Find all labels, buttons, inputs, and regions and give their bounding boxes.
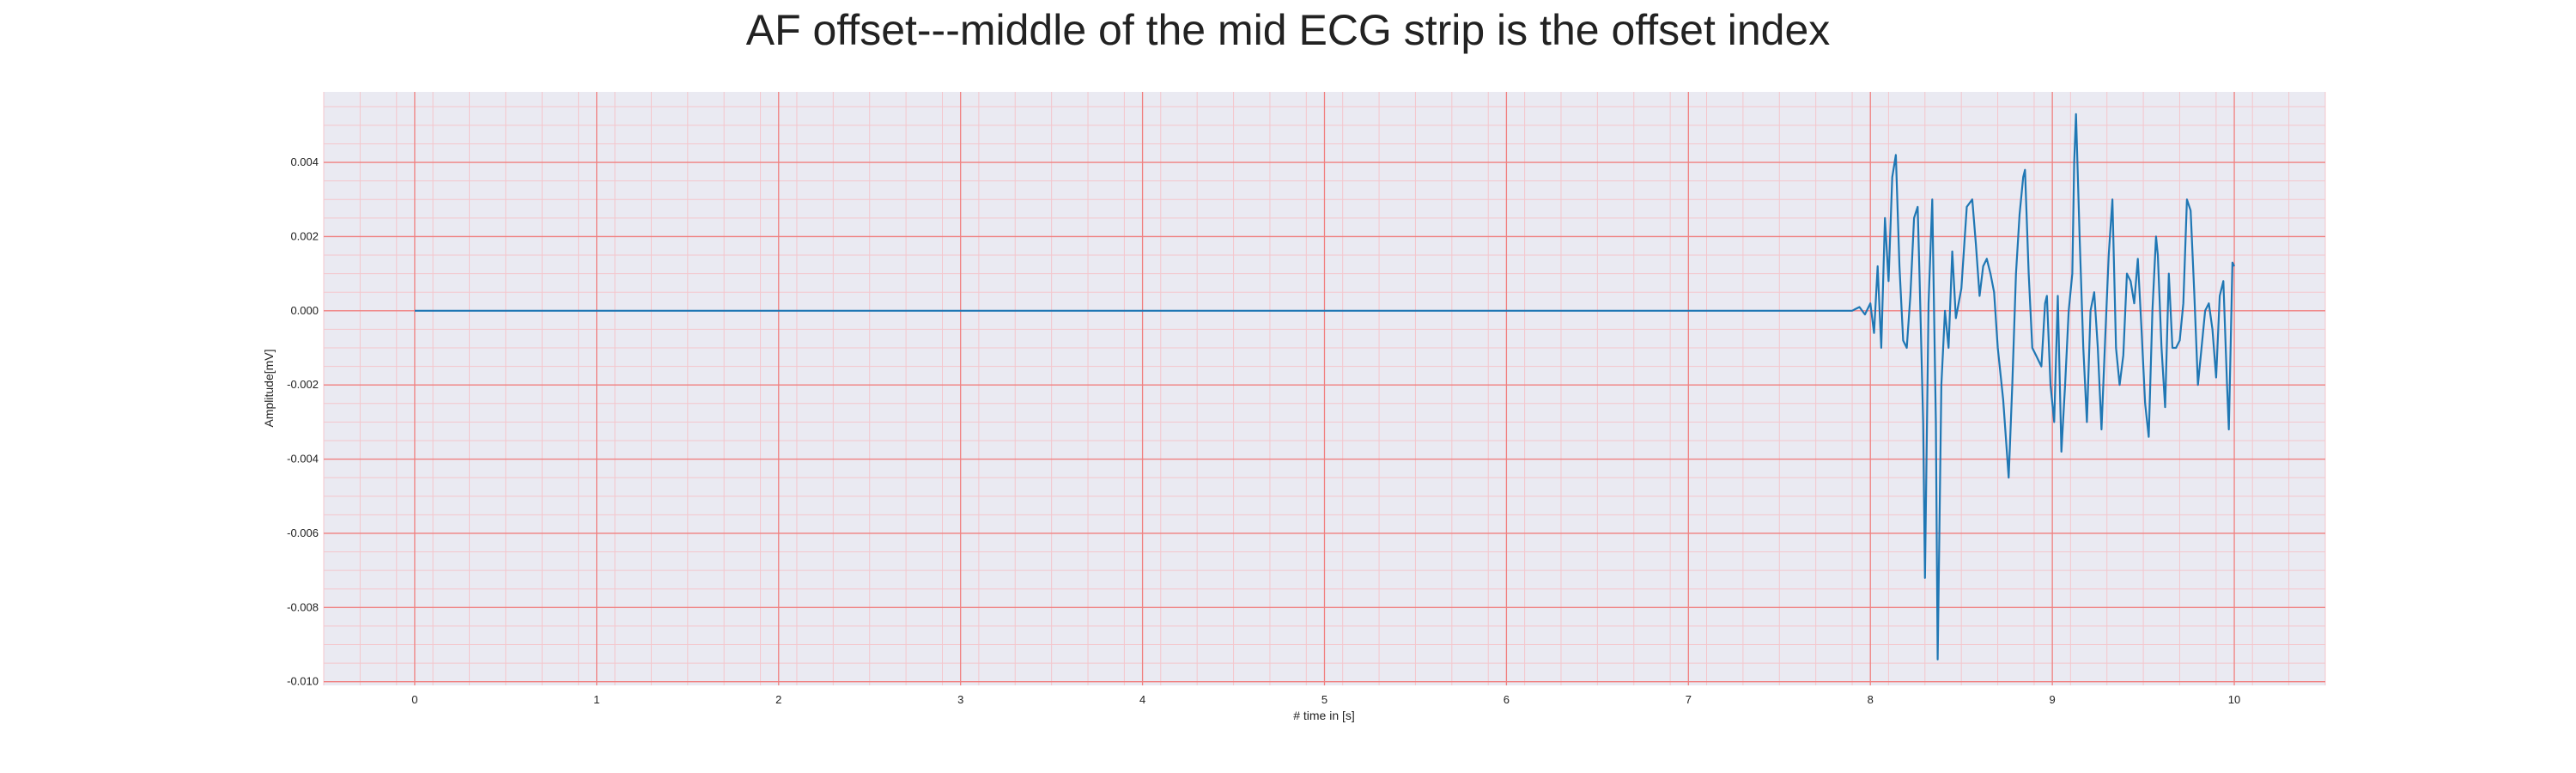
x-tick-label: 4 — [1139, 693, 1145, 706]
x-tick-label: 0 — [411, 693, 417, 706]
x-tick-label: 10 — [2228, 693, 2240, 706]
x-tick-label: 9 — [2050, 693, 2056, 706]
chart-title: AF offset---middle of the mid ECG strip … — [745, 6, 1831, 54]
y-tick-label: 0.004 — [290, 155, 319, 168]
x-tick-label: 3 — [957, 693, 963, 706]
x-tick-label: 1 — [593, 693, 599, 706]
y-tick-label: -0.006 — [287, 526, 319, 539]
major-grid — [324, 92, 2325, 685]
y-tick-label: -0.004 — [287, 453, 319, 466]
x-axis-label: # time in [s] — [1293, 709, 1355, 722]
x-tick-label: 8 — [1868, 693, 1874, 706]
y-tick-label: 0.002 — [290, 229, 319, 242]
y-tick-label: -0.002 — [287, 378, 319, 391]
y-axis-label: Amplitude[mV] — [262, 349, 276, 427]
y-tick-label: -0.008 — [287, 600, 319, 613]
y-tick-label: -0.010 — [287, 675, 319, 688]
y-tick-label: 0.000 — [290, 304, 319, 317]
x-tick-label: 7 — [1686, 693, 1692, 706]
x-tick-label: 6 — [1504, 693, 1510, 706]
x-tick-label: 5 — [1321, 693, 1327, 706]
ecg-series-line — [415, 113, 2235, 660]
x-tick-labels: 0 1 2 3 4 5 6 7 8 9 10 — [411, 693, 2240, 706]
y-tick-labels: 0.004 0.002 0.000 -0.002 -0.004 -0.006 -0.008 -… — [287, 155, 319, 688]
x-tick-label: 2 — [775, 693, 781, 706]
series-layer — [415, 113, 2235, 660]
